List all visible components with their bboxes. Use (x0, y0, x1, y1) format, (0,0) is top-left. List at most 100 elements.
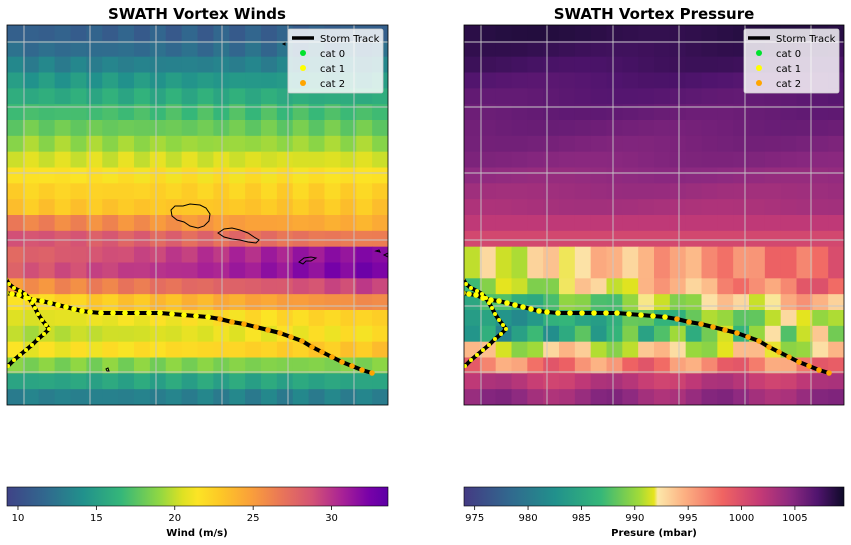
heatmap-cell (181, 341, 199, 359)
heatmap-cell (38, 262, 56, 279)
island-upolu (170, 203, 211, 229)
heatmap-cell (511, 104, 528, 121)
heatmap-cell (479, 357, 497, 374)
heatmap-cell (511, 183, 528, 200)
heatmap-cell (229, 199, 246, 216)
track-point (24, 348, 28, 352)
heatmap-cell (606, 262, 623, 279)
heatmap-cell (261, 262, 278, 279)
heatmap-cell (638, 40, 655, 58)
wind-colorbar-bar (6, 486, 389, 507)
heatmap-cell (701, 151, 718, 169)
heatmap-cell (340, 167, 357, 184)
heatmap-cell (543, 151, 560, 169)
track-point (464, 364, 467, 368)
heatmap-cell (495, 88, 513, 105)
track-point (528, 306, 534, 312)
heatmap-cell (261, 104, 278, 121)
heatmap-cell (70, 246, 87, 264)
heatmap-cell (86, 230, 103, 248)
wind-legend-box (287, 28, 384, 94)
heatmap-cell (543, 40, 560, 58)
track-point (253, 324, 259, 330)
heatmap-cell (543, 278, 560, 295)
track-point (796, 359, 802, 365)
heatmap-cell (7, 246, 24, 264)
heatmap-cell (229, 151, 246, 169)
heatmap-cell (479, 341, 497, 359)
heatmap-cell (495, 25, 513, 42)
heatmap-cell (606, 373, 623, 390)
heatmap-cell (590, 40, 608, 58)
track-point (169, 311, 175, 317)
heatmap-cell (54, 72, 72, 89)
heatmap-cell (372, 278, 388, 295)
wind-axes-frame (6, 24, 389, 406)
heatmap-cell (638, 278, 655, 295)
heatmap-cell (276, 246, 294, 264)
heatmap-cell (606, 389, 623, 405)
heatmap-cell (134, 341, 151, 359)
heatmap-cell (356, 199, 373, 216)
heatmap-cell (495, 72, 513, 89)
heatmap-cell (527, 278, 544, 295)
track-point (686, 319, 692, 325)
heatmap-cell (669, 167, 687, 184)
heatmap-cell (102, 341, 119, 359)
heatmap-cell (828, 151, 844, 169)
heatmap-cell (717, 262, 734, 279)
heatmap-cell (828, 294, 844, 311)
heatmap-cell (86, 40, 103, 58)
heatmap-cell (685, 151, 703, 169)
wind-gridlines (7, 25, 388, 405)
heatmap-cell (245, 88, 262, 105)
track-point (369, 370, 375, 376)
heatmap-cell (118, 56, 135, 74)
heatmap-cell (165, 56, 183, 74)
track-point (464, 282, 468, 286)
heatmap-cell (669, 230, 687, 248)
heatmap-cell (118, 88, 135, 105)
heatmap-cell (780, 262, 798, 279)
heatmap-cell (118, 262, 135, 279)
heatmap-cell (685, 325, 703, 343)
heatmap-cell (181, 230, 199, 248)
track-point (555, 310, 561, 316)
heatmap-cell (54, 120, 72, 137)
heatmap-cell (181, 325, 199, 343)
heatmap-cell (749, 278, 766, 295)
heatmap-cell (590, 25, 608, 42)
heatmap-cell (479, 167, 497, 184)
heatmap-cell (292, 104, 310, 121)
heatmap-cell (749, 167, 766, 184)
heatmap-cell (654, 25, 671, 42)
heatmap-cell (245, 389, 262, 405)
heatmap-cell (654, 104, 671, 121)
track-point (181, 312, 187, 318)
heatmap-cell (669, 357, 687, 374)
heatmap-cell (102, 199, 119, 216)
heatmap-cell (7, 215, 24, 232)
heatmap-cell (245, 56, 262, 74)
pressure-colorbar-bar (463, 486, 845, 507)
heatmap-cell (654, 199, 671, 216)
heatmap-cell (685, 357, 703, 374)
heatmap-cell (165, 325, 183, 343)
heatmap-cell (606, 246, 623, 264)
heatmap-cell (229, 357, 246, 374)
heatmap-cell (372, 246, 388, 264)
heatmap-cell (245, 135, 262, 153)
heatmap-cell (118, 120, 135, 137)
heatmap-cell (527, 246, 544, 264)
heatmap-cell (229, 278, 246, 295)
heatmap-cell (479, 310, 497, 327)
heatmap-cell (70, 310, 87, 327)
heatmap-cell (685, 246, 703, 264)
heatmap-cell (86, 104, 103, 121)
heatmap-cell (559, 135, 576, 153)
track-point (205, 314, 211, 320)
heatmap-cell (796, 215, 813, 232)
heatmap-cell (590, 120, 608, 137)
heatmap-cell (229, 262, 246, 279)
